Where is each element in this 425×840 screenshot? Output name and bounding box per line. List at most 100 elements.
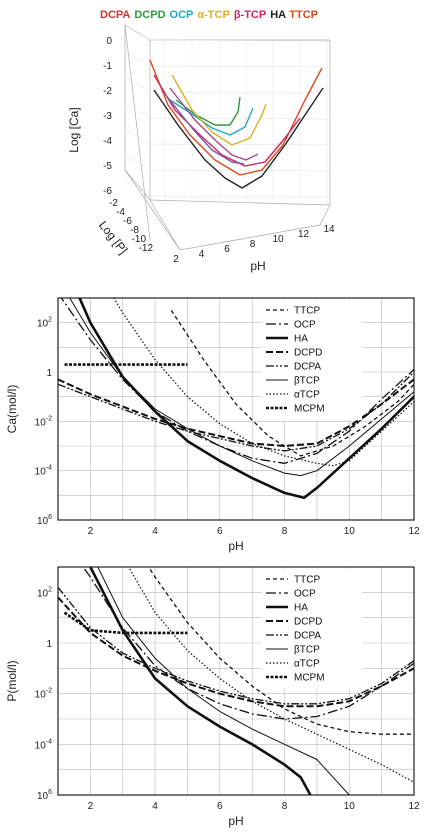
z-grid-side-3 bbox=[124, 102, 151, 119]
p-legend-label-mcpm: MCPM bbox=[294, 673, 325, 684]
ca-y-tick-4: 106 bbox=[37, 514, 52, 527]
ca-y-tick-exp-3: -4 bbox=[46, 465, 52, 472]
ca-y-tick-exp-2: -2 bbox=[46, 415, 52, 422]
box-edge-2 bbox=[149, 199, 331, 206]
x-axis-label: pH bbox=[250, 259, 265, 273]
p-legend-label-dcpa: DCPA bbox=[294, 631, 321, 642]
z-grid-side-0 bbox=[124, 24, 151, 41]
ca-legend-bg bbox=[262, 300, 362, 420]
ca-y-tick-2: 10-2 bbox=[35, 415, 52, 428]
box-edge-11 bbox=[124, 169, 181, 251]
ca-frame bbox=[57, 297, 415, 521]
curve-3d-7 bbox=[164, 93, 245, 165]
p-y-axis-label: P(mol/l) bbox=[5, 660, 19, 701]
legend-3d-ha: HA bbox=[270, 9, 286, 21]
legend-3d-tcp: α-TCP bbox=[197, 9, 229, 21]
p-series-dcpa bbox=[58, 586, 414, 705]
curve-3d-1 bbox=[153, 74, 301, 167]
y-tick-5: -12 bbox=[139, 243, 154, 254]
z-grid-2 bbox=[149, 91, 331, 94]
x-tick-3: 8 bbox=[250, 239, 256, 250]
p-series-tcp bbox=[97, 567, 350, 795]
legend-3d: DCPA DCPD OCP α-TCP β-TCP HA TTCP bbox=[100, 9, 318, 21]
x-tick-2: 6 bbox=[224, 244, 230, 255]
p-y-tick-base-3: 10 bbox=[35, 740, 47, 751]
box-edge-3 bbox=[149, 199, 181, 251]
ca-y-tick-0: 102 bbox=[37, 317, 52, 330]
ca-x-tick-2: 2 bbox=[88, 526, 94, 537]
p-series-tcp bbox=[127, 567, 414, 783]
ca-series-ocp bbox=[60, 298, 414, 464]
p-series-ocp bbox=[82, 567, 414, 720]
z-tick-6: -6 bbox=[103, 186, 112, 197]
p-y-tick-4: 106 bbox=[37, 789, 52, 802]
p-y-tick-1: 1 bbox=[46, 639, 52, 650]
ca-x-tick-12: 12 bbox=[408, 526, 420, 537]
ca-y-axis-label: Ca(mol/l) bbox=[5, 385, 19, 434]
ca-legend-label-tcp: βTCP bbox=[294, 376, 320, 387]
curve-3d-0 bbox=[149, 59, 323, 176]
p-y-tick-base-0: 10 bbox=[37, 588, 49, 599]
y-tick-1: -4 bbox=[116, 207, 125, 218]
z-grid-side-6 bbox=[124, 180, 151, 197]
ca-y-tick-base-4: 10 bbox=[37, 516, 49, 527]
z-tick-4: -4 bbox=[103, 136, 112, 147]
y-tick-3: -8 bbox=[130, 225, 139, 236]
box-edge-10 bbox=[124, 169, 151, 201]
ca-y-tick-exp-0: 2 bbox=[48, 317, 52, 324]
z-grid-side-5 bbox=[124, 154, 151, 171]
legend-3d-ocp: OCP bbox=[170, 9, 194, 21]
x-tick-4: 10 bbox=[272, 234, 284, 245]
x-tick-5: 12 bbox=[298, 229, 310, 240]
z-grid-side-2 bbox=[124, 76, 151, 93]
z-grid-4 bbox=[149, 143, 331, 146]
z-grid-side-4 bbox=[124, 128, 151, 145]
x-tick-0: 2 bbox=[173, 254, 179, 265]
z-grid-5 bbox=[149, 169, 331, 172]
p-x-tick-2: 2 bbox=[88, 801, 94, 812]
p-legend-label-ocp: OCP bbox=[294, 589, 316, 600]
ca-x-tick-6: 6 bbox=[217, 526, 223, 537]
box-edge-4 bbox=[179, 224, 321, 251]
p-y-tick-exp-0: 2 bbox=[48, 586, 52, 593]
z-tick-1: -1 bbox=[103, 61, 112, 72]
z-tick-0: 0 bbox=[106, 36, 112, 47]
ca-series-group bbox=[58, 298, 414, 500]
ca-legend-label-dcpd: DCPD bbox=[294, 348, 322, 359]
box-edge-0 bbox=[124, 24, 151, 241]
z-tick-3: -3 bbox=[103, 111, 112, 122]
p-legend-bg bbox=[262, 569, 362, 689]
p-legend-label-dcpd: DCPD bbox=[294, 617, 322, 628]
legend-3d-tcp: β-TCP bbox=[234, 9, 266, 21]
box-edge-5 bbox=[319, 204, 331, 226]
z-grid-6 bbox=[149, 195, 331, 198]
p-y-tick-base-4: 10 bbox=[37, 791, 49, 802]
ca-series-dcpd bbox=[58, 378, 414, 447]
ca-legend-label-ttcp: TTCP bbox=[294, 306, 320, 317]
p-x-tick-12: 12 bbox=[408, 801, 420, 812]
ca-series-dcpa bbox=[58, 371, 414, 452]
p-x-tick-8: 8 bbox=[282, 801, 288, 812]
p-x-tick-6: 6 bbox=[217, 801, 223, 812]
legend-3d-dcpa: DCPA bbox=[100, 9, 130, 21]
p-legend-label-ha: HA bbox=[294, 603, 308, 614]
p-y-tick-exp-2: -2 bbox=[46, 688, 52, 695]
3d-solubility-chart: DCPA DCPD OCP α-TCP β-TCP HA TTCP 0 -1 -2 -3 -4 -5 -6… bbox=[67, 9, 335, 273]
y-tick-2: -6 bbox=[123, 216, 132, 227]
ca-y-tick-base-2: 10 bbox=[35, 417, 47, 428]
curve-3d-6 bbox=[169, 87, 259, 161]
curve-3d-3 bbox=[175, 96, 241, 126]
ca-legend-label-ocp: OCP bbox=[294, 320, 316, 331]
ca-y-tick-base-1: 1 bbox=[46, 368, 52, 379]
ca-legend-label-ha: HA bbox=[294, 334, 308, 345]
z-grid-1 bbox=[149, 65, 331, 68]
p-y-tick-exp-3: -4 bbox=[46, 738, 52, 745]
ca-x-tick-10: 10 bbox=[344, 526, 356, 537]
ca-y-tick-base-3: 10 bbox=[35, 467, 47, 478]
p-series-ttcp bbox=[147, 567, 414, 735]
ca-series-tcp bbox=[113, 298, 414, 467]
legend-3d-ttcp: TTCP bbox=[289, 9, 318, 21]
p-solubility-chart: 2 4 6 8 10 12pH102110-210-4106P(mol/l)TTCPOCP… bbox=[5, 566, 420, 828]
p-x-axis-label: pH bbox=[228, 814, 243, 828]
p-series-mcpm bbox=[63, 611, 188, 635]
